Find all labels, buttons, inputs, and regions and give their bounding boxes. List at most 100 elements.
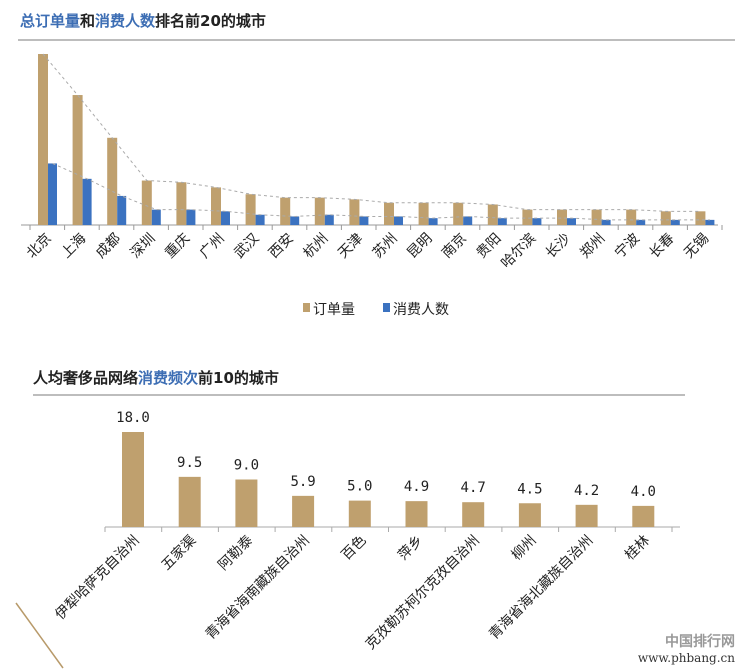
frequency-bar: [462, 502, 485, 527]
frequency-bar: [122, 432, 144, 527]
title-part: 消费频次: [138, 369, 199, 387]
bottom-category-label: 百色: [338, 532, 370, 564]
orders-bar: [211, 187, 221, 225]
orders-bar: [245, 194, 256, 225]
top-category-label: 西安: [266, 231, 297, 262]
top-category-label: 天津: [335, 231, 366, 262]
top-category-label: 杭州: [301, 231, 332, 262]
frequency-bar: [575, 504, 598, 527]
legend-consumers-swatch: [383, 303, 390, 312]
consumers-bar: [497, 218, 507, 225]
frequency-data-label: 4.0: [631, 484, 656, 500]
consumers-bar: [567, 218, 576, 225]
legend-consumers-label: 消费人数: [393, 302, 449, 318]
top-category-label: 昆明: [404, 231, 435, 262]
title-part: 前10的城市: [198, 369, 279, 387]
top-title-rule: [18, 39, 735, 41]
consumers-bar: [82, 178, 92, 225]
orders-bar: [453, 202, 464, 225]
top-category-label: 郑州: [577, 231, 608, 262]
top-category-label: 上海: [58, 231, 89, 262]
consumers-bar: [670, 219, 680, 225]
watermark: 中国排行网 www.phbang.cn: [638, 631, 735, 665]
consumers-bar: [428, 218, 438, 225]
frequency-data-label: 5.0: [347, 479, 372, 495]
frequency-data-label: 9.5: [177, 455, 202, 471]
top-category-label: 长春: [647, 231, 678, 262]
consumers-bar: [324, 214, 334, 225]
top-chart-title: 总订单量和消费人数排名前20的城市: [20, 10, 266, 31]
orders-bar: [660, 211, 671, 225]
top-category-label: 重庆: [162, 231, 193, 262]
orders-bar: [141, 180, 152, 225]
consumers-bar: [636, 219, 646, 225]
bottom-category-label: 伊犁哈萨克自治州: [52, 533, 143, 624]
top-category-label: 广州: [197, 231, 228, 262]
orders-trend-line: [42, 53, 701, 212]
top-category-label: 武汉: [231, 231, 262, 262]
orders-bar: [557, 209, 567, 225]
frequency-bar: [348, 500, 371, 527]
orders-bar: [591, 209, 602, 225]
bottom-category-label: 桂林: [622, 533, 653, 564]
orders-bar: [314, 197, 325, 225]
title-part: 消费人数: [95, 12, 156, 30]
orders-bar: [349, 199, 360, 225]
consumers-bar: [255, 214, 265, 225]
consumers-bar: [186, 209, 196, 225]
title-part: 人均奢侈品网络: [33, 369, 139, 387]
frequency-data-label: 4.9: [404, 479, 429, 495]
bottom-category-label: 五家渠: [158, 532, 200, 574]
frequency-bar: [292, 495, 315, 527]
top-category-label: 成都: [93, 231, 124, 262]
bottom-category-label: 青海省海南藏族自治州: [203, 533, 313, 643]
frequency-bar: [518, 503, 541, 527]
consumers-bar: [463, 216, 473, 225]
bottom-category-label: 阿勒泰: [215, 533, 256, 574]
top-category-label: 贵阳: [474, 231, 505, 262]
frequency-data-label: 4.7: [461, 480, 486, 496]
legend-orders-label: 订单量: [313, 302, 355, 318]
orders-bar: [72, 95, 83, 225]
consumers-bar: [705, 219, 715, 225]
title-part: 和: [80, 12, 96, 30]
legend-orders-swatch: [303, 303, 310, 312]
top-category-label: 哈尔滨: [498, 231, 539, 272]
frequency-bar: [235, 479, 258, 527]
consumers-bar: [48, 163, 57, 225]
consumers-bar: [532, 218, 542, 225]
consumers-bar: [290, 216, 300, 225]
orders-bar: [522, 209, 533, 225]
frequency-data-label: 4.5: [517, 481, 542, 497]
top-category-label: 无锡: [681, 231, 712, 262]
frequency-data-label: 5.9: [290, 474, 315, 490]
top-category-label: 长沙: [543, 231, 574, 262]
orders-bar: [384, 202, 394, 225]
frequency-bar: [632, 505, 655, 527]
consumers-bar: [221, 211, 230, 225]
frequency-bar: [178, 476, 201, 527]
orders-bar: [487, 204, 498, 225]
bottom-chart-title: 人均奢侈品网络消费频次前10的城市: [33, 367, 279, 388]
title-part: 总订单量: [20, 12, 81, 30]
frequency-bar: [405, 501, 428, 527]
watermark-line2: www.phbang.cn: [637, 651, 735, 665]
consumers-bar: [601, 219, 611, 225]
watermark-line1: 中国排行网: [665, 634, 735, 650]
orders-bar: [695, 211, 706, 225]
bottom-category-label: 萍乡: [395, 533, 426, 564]
top-category-label: 南京: [439, 231, 470, 262]
frequency-data-label: 9.0: [234, 458, 259, 474]
orders-bar: [626, 209, 637, 225]
orders-bar: [107, 137, 118, 225]
bottom-category-label: 青海省海北藏族自治州: [486, 533, 596, 643]
title-part: 排名前20的城市: [155, 12, 266, 30]
consumers-trend-line: [52, 162, 710, 221]
decorative-diagonal-line: [15, 602, 64, 669]
frequency-data-label: 18.0: [116, 410, 150, 426]
consumers-bar: [117, 195, 127, 225]
orders-bar: [176, 182, 187, 225]
bottom-title-rule: [33, 394, 685, 396]
top-category-label: 宁波: [611, 230, 643, 262]
